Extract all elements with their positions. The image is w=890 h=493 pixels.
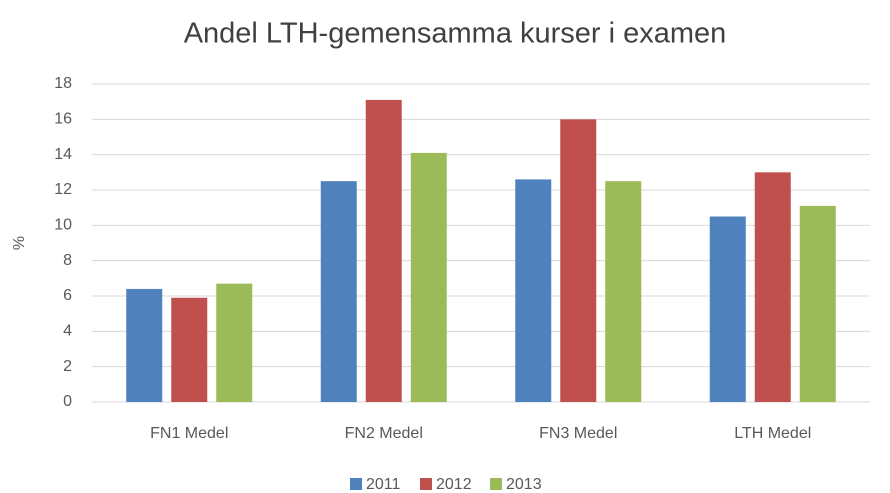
y-tick-label: 14 bbox=[54, 146, 72, 163]
x-tick-label: FN3 Medel bbox=[539, 425, 617, 442]
y-tick-label: 12 bbox=[54, 181, 72, 198]
legend-swatch bbox=[420, 478, 432, 490]
y-tick-label: 16 bbox=[54, 111, 72, 128]
y-tick-label: 6 bbox=[63, 287, 72, 304]
bar bbox=[515, 179, 552, 402]
chart-title: Andel LTH-gemensamma kurser i examen bbox=[184, 18, 727, 50]
x-tick-label: FN1 Medel bbox=[150, 425, 228, 442]
bar bbox=[560, 119, 597, 402]
legend-swatch bbox=[350, 478, 362, 490]
bar bbox=[126, 288, 163, 402]
bar bbox=[171, 297, 208, 402]
x-tick-label: FN2 Medel bbox=[345, 425, 423, 442]
y-tick-label: 8 bbox=[63, 252, 72, 269]
legend-label: 2012 bbox=[436, 476, 472, 493]
y-tick-label: 10 bbox=[54, 217, 72, 234]
bar bbox=[754, 172, 791, 402]
y-tick-label: 4 bbox=[63, 323, 72, 340]
legend-label: 2011 bbox=[366, 476, 401, 493]
y-tick-label: 2 bbox=[63, 358, 72, 375]
bar bbox=[410, 152, 447, 402]
bar bbox=[320, 181, 357, 402]
x-tick-label: LTH Medel bbox=[734, 425, 811, 442]
bar bbox=[709, 216, 746, 402]
y-tick-label: 18 bbox=[54, 75, 72, 92]
bar bbox=[216, 283, 253, 402]
y-axis-label: % bbox=[11, 236, 28, 250]
bar bbox=[365, 99, 402, 403]
bar bbox=[605, 181, 642, 402]
bar bbox=[799, 205, 836, 402]
legend-swatch bbox=[490, 478, 502, 490]
y-tick-label: 0 bbox=[63, 393, 72, 410]
legend-label: 2013 bbox=[506, 476, 542, 493]
